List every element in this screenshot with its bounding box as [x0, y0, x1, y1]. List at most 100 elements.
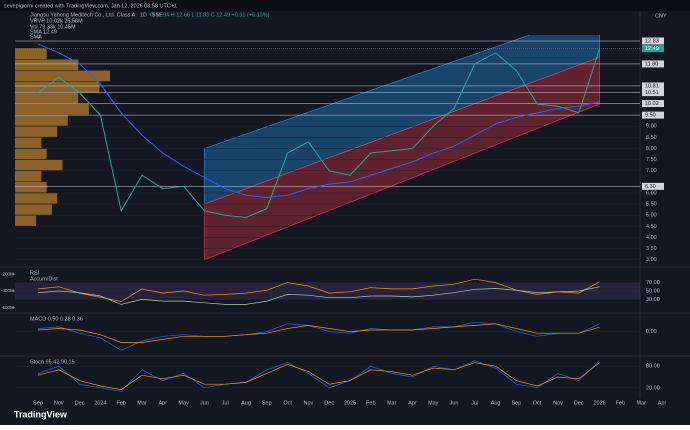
level-label: 10.51: [645, 90, 659, 96]
volume-profile-bar: [15, 115, 68, 126]
series-line: [37, 286, 600, 305]
series-line: [37, 321, 600, 351]
y-tick-label: 3.50: [646, 246, 657, 252]
watermark: sevepigiorni created with TradingView.co…: [4, 3, 177, 9]
volume-profile-bar: [15, 81, 100, 93]
y-tick-label: 4.00: [646, 235, 657, 241]
volume-profile-bar: [15, 126, 58, 137]
x-tick-label: Mar: [137, 400, 147, 406]
x-tick-label: 2026: [593, 400, 605, 406]
x-tick-label: Jun: [200, 400, 209, 406]
y-tick-label: 8.00: [646, 146, 657, 152]
volume-profile-bar: [15, 59, 79, 71]
y2-tick-label: -200M: [1, 271, 14, 276]
x-tick-label: Dec: [574, 400, 584, 406]
series-line: [37, 362, 600, 390]
level-label: 10.81: [645, 83, 659, 89]
x-tick-label: 2025: [344, 400, 356, 406]
level-label: 10.02: [645, 101, 659, 107]
volume-profile-bar: [15, 148, 47, 160]
series-line: [37, 323, 600, 343]
x-tick-label: Sep: [33, 400, 43, 406]
x-tick-label: Oct: [533, 400, 542, 406]
level-box: [642, 100, 664, 108]
ohlc: O 11.94 H 12.66 L 11.83 C 12.49 +0.61 (+…: [150, 12, 270, 18]
volume-profile-bar: [15, 215, 37, 226]
logo: TradingView: [14, 409, 68, 419]
level-box: [642, 182, 664, 190]
x-tick-label: Jun: [450, 400, 459, 406]
last-price-box: [642, 45, 664, 53]
currency: CNY: [655, 13, 667, 19]
price-clip: [15, 35, 600, 261]
x-tick-label: Feb: [616, 400, 625, 406]
pane-title: Stoch 95.42 90.15: [30, 359, 75, 365]
y-tick-label: 30.00: [646, 297, 660, 303]
x-tick-label: Jul: [471, 400, 478, 406]
x-tick-label: Oct: [283, 400, 292, 406]
x-tick-label: 2024: [94, 400, 106, 406]
x-tick-label: Aug: [241, 400, 251, 406]
y-tick-label: 7.00: [646, 168, 657, 174]
series-line: [37, 48, 601, 219]
y2-tick-label: -400M: [1, 288, 14, 293]
pane-title: RSI: [30, 270, 40, 276]
volume-profile-bar: [15, 159, 63, 171]
rsi-band: [15, 282, 640, 300]
volume-profile-bar: [15, 181, 47, 193]
series-line: [37, 278, 600, 302]
volume-profile-bar: [15, 193, 58, 204]
level-label: 12.83: [645, 38, 659, 44]
y-tick-label: 5.00: [646, 213, 657, 219]
y-tick-label: 4.50: [646, 224, 657, 230]
x-tick-label: Aug: [491, 400, 501, 406]
level-label: 11.80: [645, 61, 658, 67]
y2-tick-label: -600M: [1, 305, 14, 310]
y-tick-label: 9.00: [646, 124, 657, 130]
volume-profile-bar: [15, 48, 47, 59]
level-box: [642, 60, 664, 68]
x-tick-label: Nov: [304, 400, 314, 406]
channel-lower: [204, 56, 600, 261]
x-tick-label: Apr: [658, 400, 667, 406]
volume-profile-bar: [15, 170, 42, 182]
x-tick-label: Mar: [387, 400, 397, 406]
y-tick-label: 7.50: [646, 157, 657, 163]
x-tick-label: Apr: [159, 400, 168, 406]
x-tick-label: Feb: [116, 400, 125, 406]
y-tick-label: 6.00: [646, 190, 657, 196]
x-tick-label: Nov: [54, 400, 64, 406]
x-tick-label: Dec: [324, 400, 334, 406]
y-tick-label: 8.50: [646, 135, 657, 141]
series-line: [37, 360, 600, 392]
level-label: 6.30: [645, 184, 656, 190]
pane-title-2: Accum/Dist: [30, 276, 58, 282]
volume-profile-bar: [15, 103, 89, 115]
level-box: [642, 37, 664, 45]
level-box: [642, 111, 664, 119]
last-price-label: 12.49: [645, 46, 659, 52]
series-line: [37, 43, 600, 199]
level-label: 9.50: [645, 113, 656, 119]
y-tick-label: 5.50: [646, 202, 657, 208]
y-tick-label: 0.00: [646, 329, 657, 335]
x-tick-label: Apr: [408, 400, 417, 406]
x-tick-label: Feb: [366, 400, 375, 406]
y-tick-label: 20.00: [646, 385, 660, 391]
x-tick-label: Nov: [553, 400, 563, 406]
y-tick-label: 80.00: [646, 364, 660, 370]
top-bar: [0, 0, 690, 11]
level-box: [642, 89, 664, 97]
volume: Vol 79.33k 10.45M: [30, 24, 76, 30]
x-tick-label: Mar: [636, 400, 646, 406]
y-tick-label: 50.00: [646, 288, 660, 294]
y-tick-label: 70.00: [646, 280, 660, 286]
volume-profile-bar: [15, 70, 110, 82]
volume-profile-bar: [15, 92, 79, 104]
volume-profile-bar: [15, 137, 42, 148]
volume-profile-bar: [15, 204, 52, 215]
y-tick-label: 3.00: [646, 257, 657, 263]
